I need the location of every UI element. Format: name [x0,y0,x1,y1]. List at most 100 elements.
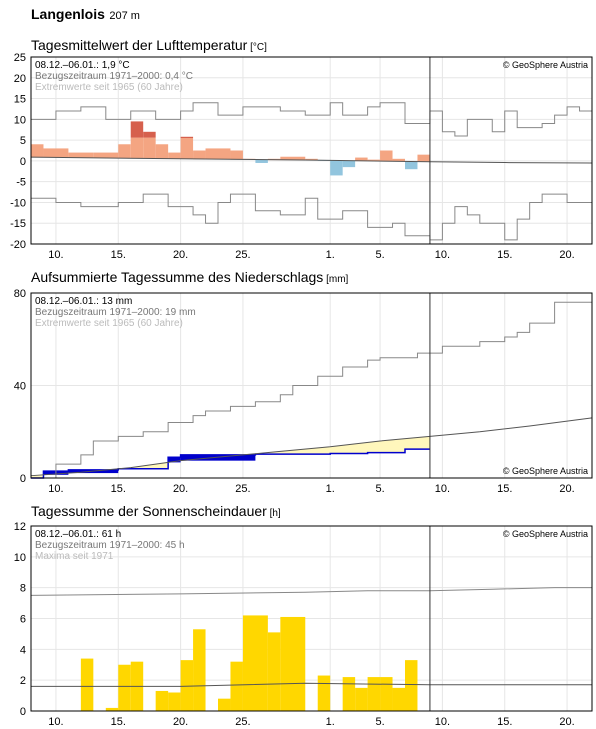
y-tick-label-2-5: 10 [14,552,26,564]
temp-bar-3 [93,152,119,158]
x-tick-label-0-3: 25. [235,249,250,261]
sun-bar-6 [180,660,194,711]
extreme-min-line-0 [31,193,592,241]
y-tick-label-1-2: 80 [14,288,26,300]
temp-bar-19 [330,160,343,176]
info-line-1-1: Bezugszeitraum 1971–2000: 19 mm [35,307,196,318]
sun-bar-15 [355,687,368,711]
copyright-0: © GeoSphere Austria [503,60,588,70]
y-tick-label-2-6: 12 [14,521,26,533]
sun-bar-4 [155,690,169,711]
x-tick-label-2-7: 15. [497,716,512,728]
info-line-0-0: 08.12.–06.01.: 1,9 °C [35,60,130,71]
y-tick-label-0-9: 25 [14,52,26,64]
temp-bar-5 [130,137,144,159]
extreme-max-line-1 [31,301,592,479]
x-tick-label-0-8: 20. [559,249,574,261]
x-tick-label-2-8: 20. [559,716,574,728]
x-tick-label-1-7: 15. [497,483,512,495]
sun-bar-8 [218,698,231,711]
x-tick-label-0-4: 1. [326,249,335,261]
temp-bar-hot-5 [130,121,144,138]
temp-bar-11 [205,148,231,160]
temp-bar-12 [230,150,243,160]
temp-bar-21 [355,157,368,161]
y-tick-label-0-8: 20 [14,73,26,85]
sun-bar-12 [280,616,306,711]
plot-frame-0 [30,56,593,245]
y-tick-label-1-0: 0 [20,473,26,485]
y-tick-label-2-0: 0 [20,706,26,718]
chart-title-0: Tagesmittelwert der Lufttemperatur [°C] [31,37,267,53]
station-header: Langenlois 207 m [31,6,140,24]
x-tick-label-1-8: 20. [559,483,574,495]
sun-bar-11 [267,632,281,711]
temp-bar-25 [405,161,418,170]
info-line-1-2: Extremwerte seit 1965 (60 Jahre) [35,318,183,329]
copyright-1: © GeoSphere Austria [503,466,588,476]
x-tick-label-0-1: 15. [111,249,126,261]
y-tick-label-0-7: 15 [14,94,26,106]
reference-line-1 [30,417,593,477]
sun-bar-13 [317,675,331,711]
temp-bar-9 [180,138,194,159]
temp-bar-20 [342,160,356,168]
station-name: Langenlois [31,6,105,22]
temp-bar-hot-9 [180,136,194,139]
x-tick-label-2-4: 1. [326,716,335,728]
y-tick-label-0-2: -10 [10,197,26,209]
y-tick-label-1-1: 40 [14,381,26,393]
temp-bar-2 [68,152,94,158]
temp-bar-10 [193,150,206,160]
extreme-max-line-0 [31,102,592,137]
x-tick-label-2-5: 5. [375,716,384,728]
x-tick-label-0-6: 10. [435,249,450,261]
y-tick-label-2-4: 8 [20,583,26,595]
info-line-0-1: Bezugszeitraum 1971–2000: 0,4 °C [35,71,193,82]
sun-bar-16 [367,677,381,711]
temp-bar-7 [155,144,169,159]
copyright-2: © GeoSphere Austria [503,529,588,539]
info-line-1-0: 08.12.–06.01.: 13 mm [35,296,132,307]
temp-bar-0 [31,144,44,158]
x-tick-label-0-0: 10. [48,249,63,261]
sun-bar-0 [80,658,94,711]
y-tick-label-0-4: 0 [20,156,26,168]
x-tick-label-2-1: 15. [111,716,126,728]
temp-bar-24 [392,158,405,162]
x-tick-label-0-5: 5. [375,249,384,261]
temp-bar-26 [417,154,430,162]
chart-title-2: Tagessumme der Sonnenscheindauer [h] [31,503,281,519]
info-line-2-2: Maxima seit 1971 [35,551,114,562]
y-tick-label-0-6: 10 [14,114,26,126]
info-line-2-0: 08.12.–06.01.: 61 h [35,529,121,540]
sun-bar-2 [118,664,131,711]
info-line-0-2: Extremwerte seit 1965 (60 Jahre) [35,82,183,93]
temp-bar-1 [43,148,69,158]
temp-bar-16 [280,156,306,161]
x-tick-label-2-3: 25. [235,716,250,728]
x-tick-label-1-1: 15. [111,483,126,495]
sun-bar-5 [168,692,181,711]
y-tick-label-0-1: -15 [10,218,26,230]
chart-title-1: Aufsummierte Tagessumme des Niederschlag… [31,269,349,285]
sun-bar-14 [342,677,356,711]
y-tick-label-2-2: 4 [20,644,26,656]
x-tick-label-0-2: 20. [173,249,188,261]
y-tick-label-0-5: 5 [20,135,26,147]
reference-line-2 [31,682,592,687]
x-tick-label-1-4: 1. [326,483,335,495]
y-tick-label-2-3: 6 [20,614,26,626]
x-tick-label-2-0: 10. [48,716,63,728]
sun-bar-17 [380,677,393,711]
temp-bar-hot-6 [143,131,156,138]
precip-actual-line [31,448,430,479]
x-tick-label-1-0: 10. [48,483,63,495]
temp-bar-8 [168,152,181,159]
plot-frame-1 [30,292,593,479]
x-tick-label-2-6: 10. [435,716,450,728]
temp-bar-6 [143,137,156,159]
precip-surplus-8 [168,457,181,463]
temp-bar-4 [118,144,131,159]
extreme-max-line-2 [30,587,592,596]
